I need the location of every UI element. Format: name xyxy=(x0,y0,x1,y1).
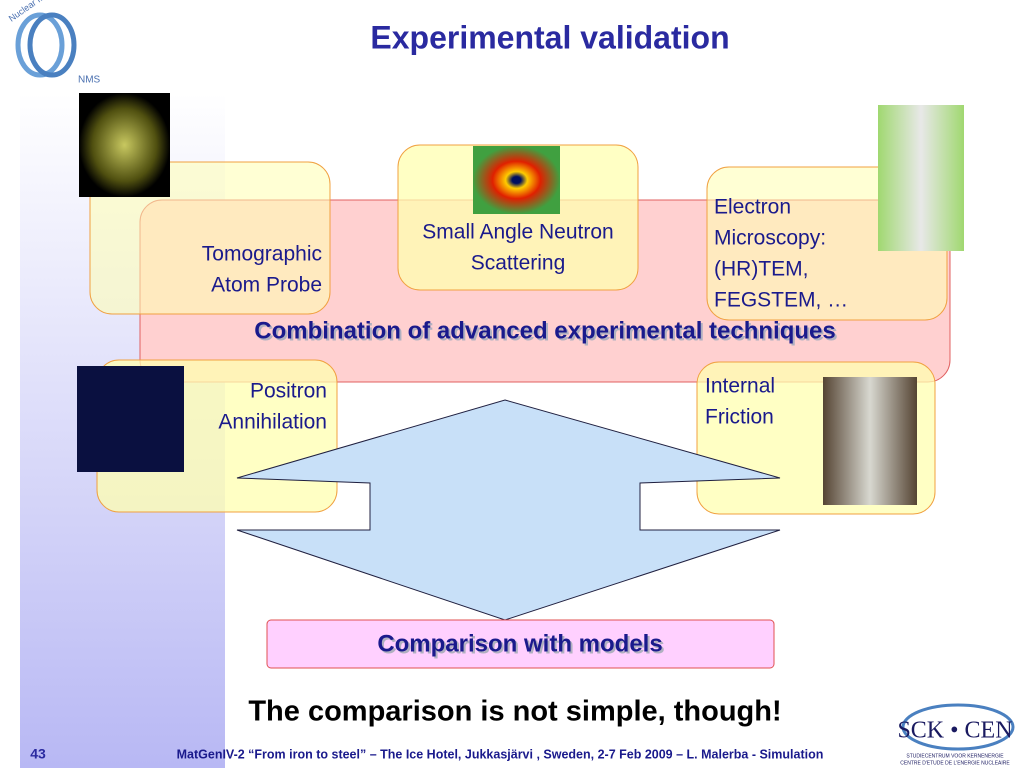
statement: The comparison is not simple, though! xyxy=(248,696,781,728)
technique-box xyxy=(89,161,331,315)
technique-label: Tomographic xyxy=(202,243,322,266)
technique-label: FEGSTEM, … xyxy=(714,289,848,312)
combination-label: Combination of advanced experimental tec… xyxy=(254,317,835,344)
sans-image xyxy=(473,146,560,214)
atom-probe-image xyxy=(79,93,170,197)
page-number: 43 xyxy=(30,746,46,762)
logo-left: Nuclear Materials Science NMS xyxy=(7,0,101,86)
technique-label: (HR)TEM, xyxy=(714,258,808,281)
combination-shadow: Combination of advanced experimental tec… xyxy=(256,319,837,346)
friction-image xyxy=(823,377,917,505)
comparison-shadow: Comparison with models xyxy=(379,632,664,659)
logo-line: CENTRE D'ETUDE DE L'ENERGIE NUCLEAIRE xyxy=(900,760,1010,766)
logo-name: SCK • CEN xyxy=(897,718,1012,744)
technique-label: Atom Probe xyxy=(211,274,322,297)
title: Experimental validation xyxy=(370,19,729,55)
logo-abbr: NMS xyxy=(78,75,101,86)
technique-box xyxy=(397,144,639,291)
technique-label: Small Angle Neutron xyxy=(422,221,613,244)
positron-image xyxy=(77,366,184,472)
technique-label: Internal xyxy=(705,375,775,398)
footer-text: MatGenIV-2 “From iron to steel” – The Ic… xyxy=(177,747,824,761)
comparison-box xyxy=(266,619,775,669)
technique-label: Annihilation xyxy=(218,411,327,434)
technique-label: Microscopy: xyxy=(714,227,826,250)
logo-right: SCK • CEN STUDIECENTRUM VOOR KERNENERGIE… xyxy=(897,703,1015,766)
technique-label: Positron xyxy=(250,380,327,403)
tem-image xyxy=(878,105,964,251)
technique-label: Scattering xyxy=(471,252,566,275)
logo-line: STUDIECENTRUM VOOR KERNENERGIE xyxy=(906,753,1004,759)
technique-label: Electron xyxy=(714,196,791,219)
technique-label: Friction xyxy=(705,406,774,429)
comparison-label: Comparison with models xyxy=(377,630,662,657)
